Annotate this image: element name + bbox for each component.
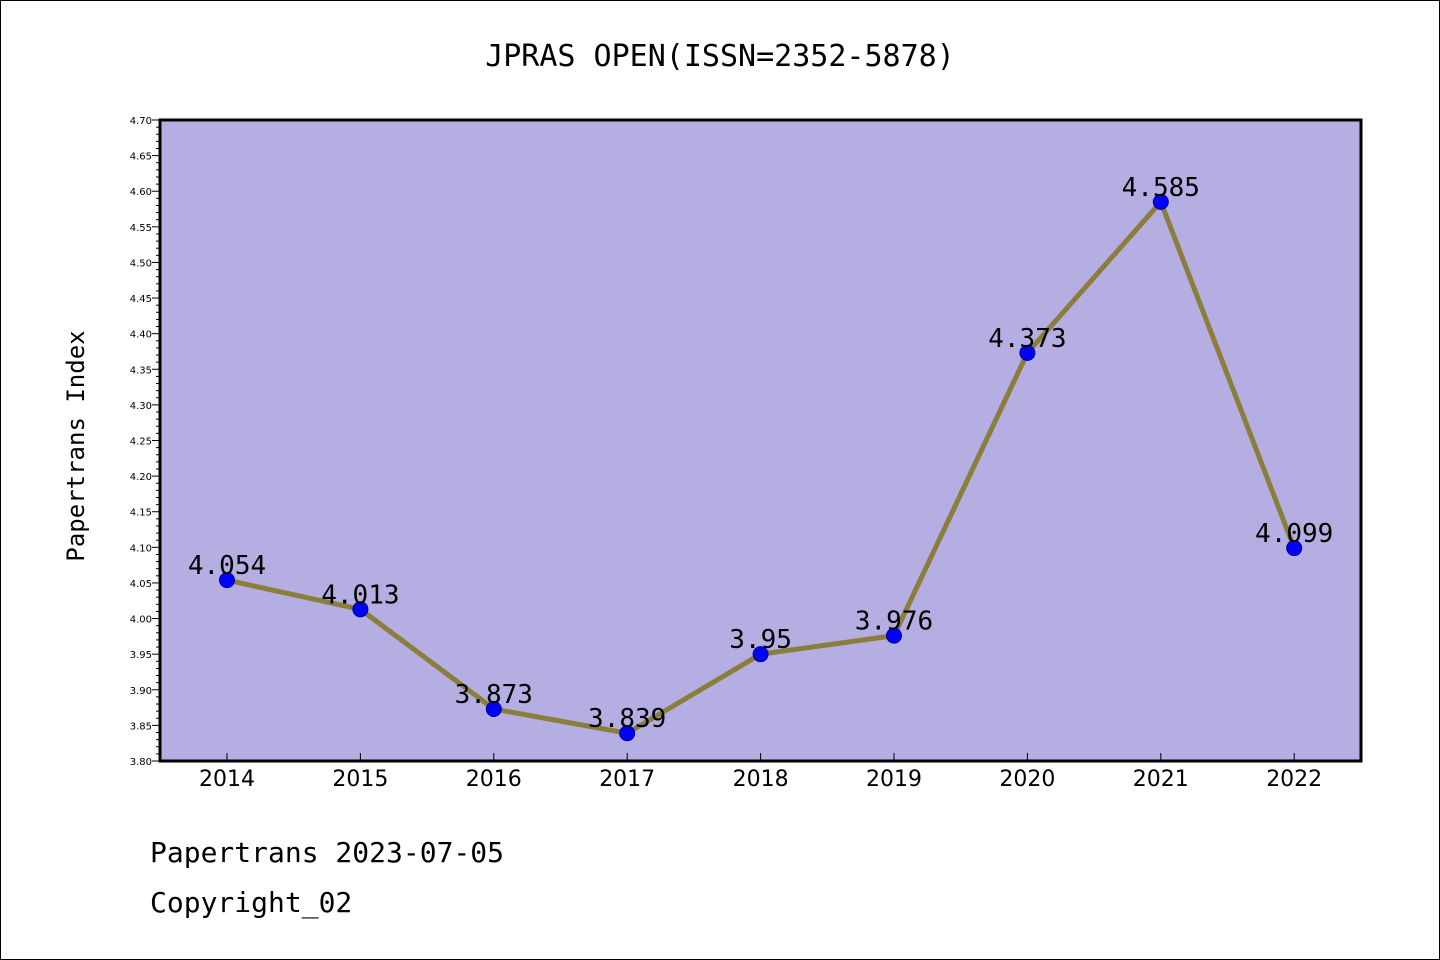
x-tick-label: 2016	[466, 767, 522, 792]
x-tick-label: 2018	[733, 767, 789, 792]
y-tick-label: 4.50	[130, 258, 152, 269]
data-point	[619, 725, 636, 742]
y-tick-label: 4.55	[130, 223, 152, 234]
x-tick-label: 2015	[332, 767, 388, 792]
data-point	[352, 601, 369, 618]
data-label: 3.839	[588, 704, 666, 734]
chart-title: JPRAS OPEN(ISSN=2352-5878)	[485, 39, 955, 74]
y-tick-label: 4.20	[130, 472, 152, 483]
y-tick-label: 3.90	[130, 686, 152, 697]
y-tick-label: 4.40	[130, 330, 152, 341]
x-tick-label: 2014	[199, 767, 255, 792]
data-labels: 4.054 4.013 3.873 3.839 3.95 3.976 4.373 4.585 4…	[188, 173, 1333, 734]
y-tick-label: 4.60	[130, 187, 152, 198]
data-label: 4.585	[1122, 173, 1200, 203]
y-tick-label: 4.10	[130, 543, 152, 554]
x-tick-label: 2017	[599, 767, 655, 792]
y-tick-label: 3.95	[130, 650, 152, 661]
y-axis-label: Papertrans Index	[62, 330, 90, 561]
x-tick-label: 2021	[1133, 767, 1189, 792]
data-label: 3.95	[729, 625, 792, 655]
data-label: 4.373	[988, 324, 1066, 354]
data-point	[1019, 344, 1036, 361]
data-point	[752, 646, 769, 663]
data-markers	[219, 193, 1303, 742]
data-label: 3.873	[455, 680, 533, 710]
y-tick-label: 4.00	[130, 615, 152, 626]
y-tick-label: 4.05	[130, 579, 152, 590]
y-tick-label: 3.80	[130, 757, 152, 768]
x-tick-label: 2022	[1266, 767, 1322, 792]
y-tick-label: 4.15	[130, 508, 152, 519]
plot-area	[158, 118, 1363, 763]
y-axis: 3.80 3.85 3.90 3.95 4.00 4.05 4.10 4.15 4.20 4.25…	[130, 116, 160, 768]
y-tick-label: 4.65	[130, 152, 152, 163]
y-tick-label: 4.30	[130, 401, 152, 412]
data-label: 3.976	[855, 607, 933, 637]
footer-date: Papertrans 2023-07-05	[150, 836, 505, 869]
x-axis: 2014 2015 2016 2017 2018 2019 2020 2021 2022	[199, 753, 1322, 792]
y-tick-label: 4.25	[130, 437, 152, 448]
footer-copyright: Copyright_02	[150, 886, 353, 919]
x-tick-label: 2020	[999, 767, 1055, 792]
y-tick-label: 4.45	[130, 294, 152, 305]
data-point	[1286, 540, 1303, 557]
data-label: 4.013	[321, 580, 399, 610]
data-label: 4.099	[1255, 519, 1333, 549]
data-point	[485, 701, 502, 718]
data-point	[219, 572, 235, 589]
y-tick-label: 4.35	[130, 365, 152, 376]
y-tick-label: 4.70	[130, 116, 152, 127]
data-point	[886, 627, 902, 644]
x-tick-label: 2019	[866, 767, 922, 792]
data-label: 4.054	[188, 551, 266, 581]
data-point	[1152, 193, 1169, 210]
y-tick-label: 3.85	[130, 721, 152, 732]
